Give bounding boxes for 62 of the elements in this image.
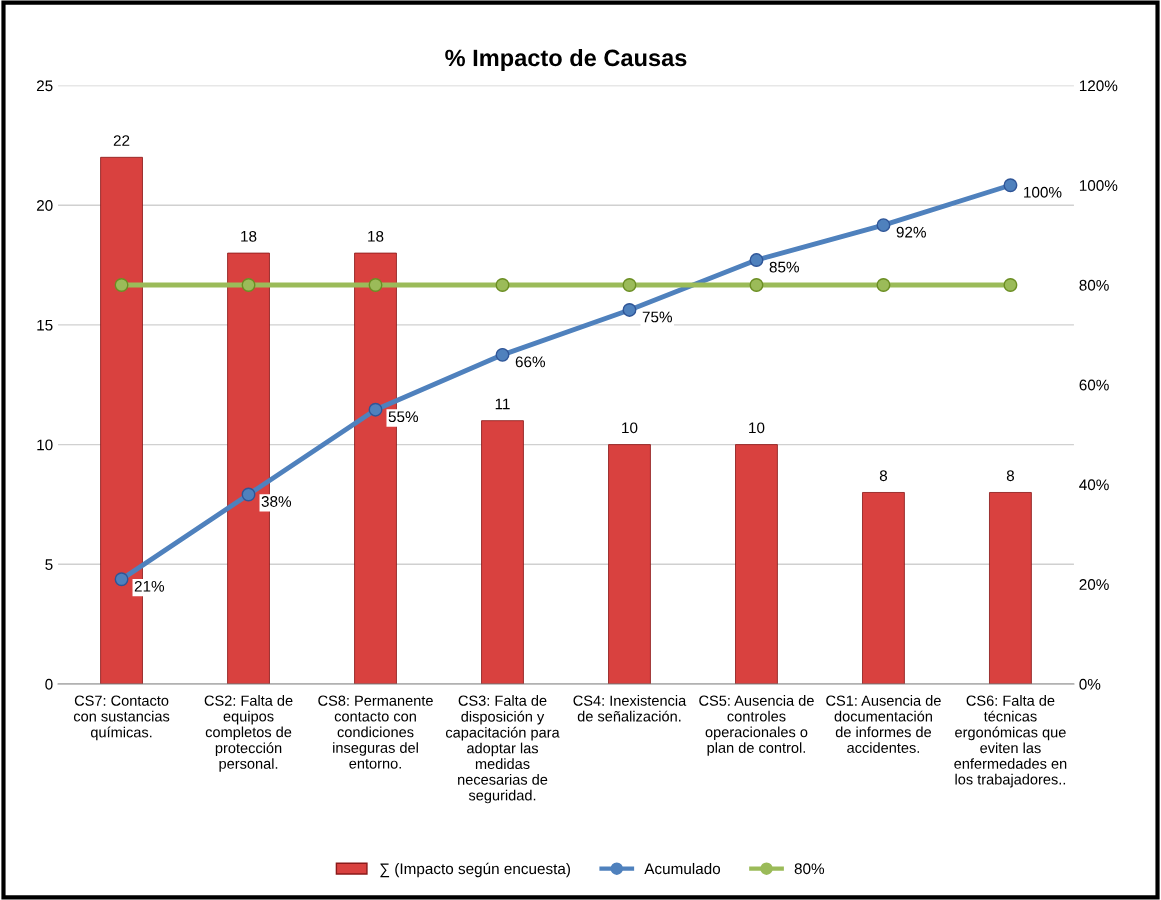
x-tick-label: CS2: Falta de equipos completos de protección personal. (204, 695, 293, 772)
bar (608, 444, 651, 684)
point (241, 487, 256, 502)
y-tick-label: 25 (36, 80, 53, 92)
y-tick-label: 0 (45, 678, 53, 690)
x-tick-label: CS5: Ausencia de controles operacionales o plan de control. (699, 695, 814, 756)
y-tick-label: 20 (36, 200, 53, 211)
y2-tick-label: 0% (1079, 678, 1101, 690)
data-label: 22 (113, 135, 130, 146)
point (241, 278, 256, 292)
y2-tick-label: 80% (1079, 279, 1109, 291)
point (876, 278, 891, 292)
y2-tick-label: 40% (1079, 479, 1109, 491)
point (495, 347, 510, 362)
x-tick-label: CS6: Falta de técnicas ergonómicas que eviten las enfermedades en los trabajadores.. (954, 695, 1067, 788)
data-label: 21% (134, 580, 165, 592)
bar (862, 492, 905, 684)
point (1003, 178, 1018, 193)
data-label: 11 (495, 398, 510, 410)
bar (989, 492, 1032, 684)
y-tick-label: 10 (37, 439, 53, 451)
point (876, 218, 891, 233)
data-label: 85% (769, 261, 799, 273)
y-tick-label: 5 (45, 559, 53, 570)
legend-label: Acumulado (644, 862, 721, 875)
chart-title: % Impacto de Causas (445, 48, 687, 71)
point (622, 278, 637, 292)
data-label: 8 (879, 470, 888, 482)
x-tick-label: CS7: Contacto con sustancias químicas. (73, 695, 170, 741)
point (495, 278, 510, 292)
data-label: 100% (1024, 186, 1062, 198)
data-label: 10 (749, 422, 765, 434)
x-tick-label: CS3: Falta de disposición y capacitación para adoptar las medidas necesarias de seguridad. (445, 695, 560, 804)
x-tick-label: CS1: Ausencia de documentación de informes de accidentes. (826, 695, 941, 753)
data-label: 55% (388, 411, 419, 423)
point (1003, 278, 1018, 292)
x-tick-label: CS8: Permanente contacto con condiciones inseguras del entorno. (318, 695, 433, 769)
data-label: 10 (622, 422, 638, 434)
y-tick-label: 15 (37, 319, 53, 331)
point (749, 253, 764, 268)
x-tick-label: CS4: Inexistencia de señalización. (573, 695, 687, 722)
legend-label: ∑ (Impacto según encuesta) (380, 862, 570, 878)
point (368, 278, 383, 292)
data-label: 75% (642, 311, 673, 323)
data-label: 8 (1006, 470, 1015, 482)
data-label: 92% (896, 226, 926, 238)
point (368, 402, 383, 417)
data-label: 18 (241, 230, 257, 242)
point (749, 278, 764, 292)
point (622, 302, 637, 317)
y2-tick-label: 100% (1079, 180, 1118, 191)
point (114, 572, 129, 587)
data-label: 66% (515, 356, 546, 368)
bar (735, 444, 778, 684)
data-label: 38% (261, 496, 292, 507)
y2-tick-label: 20% (1079, 579, 1109, 590)
legend-label: 80% (794, 863, 825, 875)
data-label: 18 (368, 230, 384, 242)
y2-tick-label: 120% (1079, 80, 1118, 92)
bar (481, 420, 524, 684)
point (114, 278, 129, 292)
y2-tick-label: 60% (1079, 379, 1109, 391)
